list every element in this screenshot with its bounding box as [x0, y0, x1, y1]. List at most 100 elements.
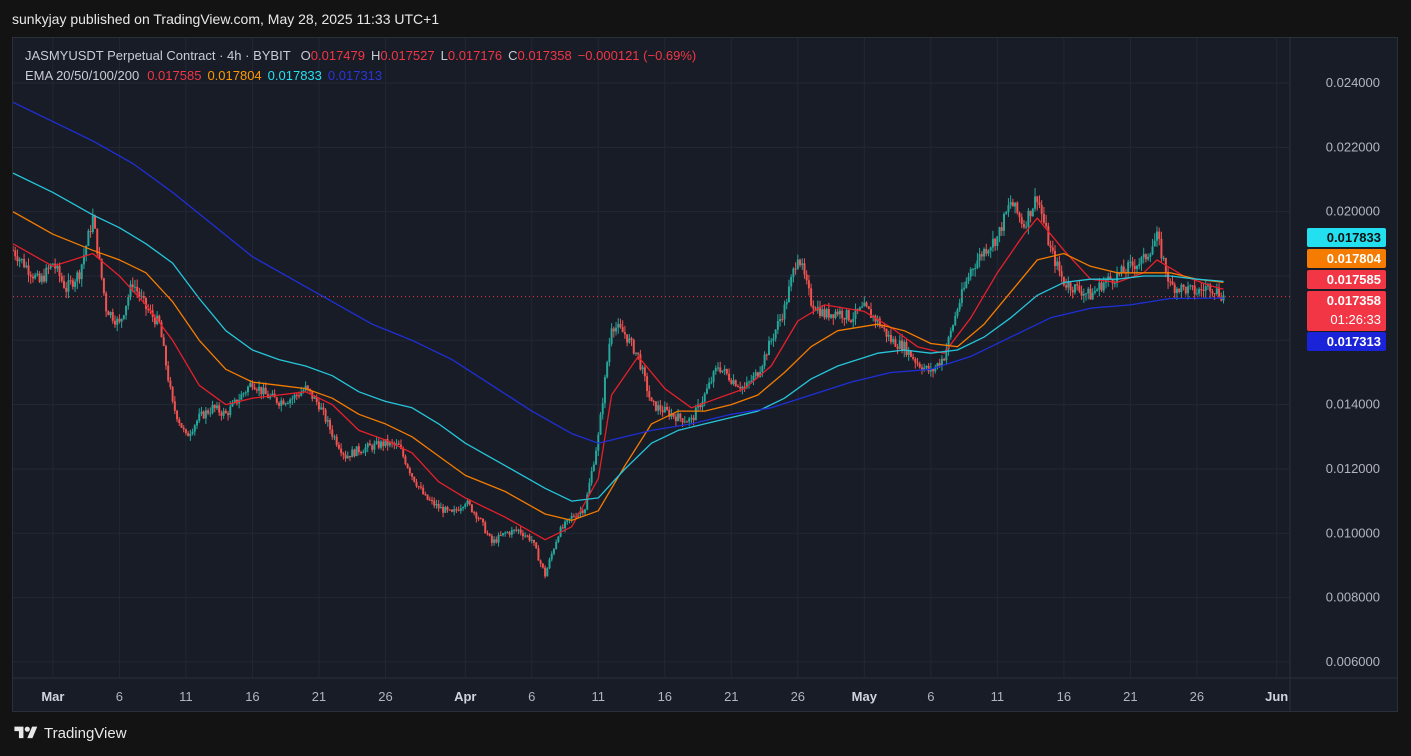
candle-body [324, 409, 327, 422]
candle-body [599, 414, 602, 435]
candle-body [1051, 247, 1054, 251]
candle-body [131, 284, 134, 288]
candle-body [289, 399, 292, 404]
chart-panel[interactable]: 0.024000 0.022000 0.020000 0.014000 0.012000… [12, 37, 1398, 712]
candle-body [838, 310, 841, 315]
candle-body [337, 444, 340, 449]
candle-body [180, 423, 183, 428]
candle-body [912, 356, 915, 359]
candle-body [501, 533, 504, 536]
candle-body [125, 305, 128, 316]
candle-body [985, 248, 988, 254]
candle-body [1215, 288, 1218, 294]
candle-body [783, 304, 786, 320]
candle-body [333, 436, 336, 438]
candle-body [940, 358, 943, 366]
candle-body [732, 380, 735, 384]
candle-body [322, 407, 325, 410]
candle-body [433, 500, 436, 506]
candle-body [357, 446, 360, 453]
symbol-title[interactable]: JASMYUSDT Perpetual Contract · 4h · BYBI… [25, 48, 291, 63]
high-value: 0.017527 [380, 48, 435, 63]
candle-body [355, 446, 358, 457]
candle-body [887, 334, 890, 337]
candle-body [1027, 210, 1030, 227]
price-scale-label: 0.017804 [1327, 251, 1382, 266]
candle-body [965, 281, 968, 288]
candle-body [1069, 282, 1072, 291]
candle-body [834, 311, 837, 318]
candle-body [138, 291, 141, 297]
candle-body [998, 227, 1001, 237]
candle-body [812, 305, 815, 309]
candle-body [1131, 261, 1134, 266]
candle-body [524, 535, 527, 537]
candle-body [996, 236, 999, 246]
candle-body [1025, 226, 1028, 228]
candle-body [761, 365, 764, 372]
candle-body [659, 405, 662, 411]
candle-body [905, 341, 908, 355]
candle-body [38, 273, 41, 282]
candle-body [648, 391, 651, 398]
candle-body [528, 535, 531, 541]
candle-body [974, 268, 977, 270]
candle-body [759, 371, 762, 377]
candle-body [530, 539, 533, 541]
candle-body [25, 265, 28, 268]
candle-body [499, 535, 502, 537]
x-tick-label: 26 [378, 689, 392, 704]
candle-body [1031, 208, 1034, 217]
candle-body [1118, 273, 1121, 275]
candle-body [196, 420, 199, 426]
candle-body [1198, 289, 1201, 294]
candle-body [342, 453, 345, 455]
candle-body [617, 324, 620, 328]
candle-body [836, 311, 839, 315]
ema100-value: 0.017833 [267, 68, 322, 83]
candle-body [136, 286, 139, 292]
candle-body [453, 509, 456, 512]
candle-body [960, 289, 963, 304]
price-chart[interactable]: 0.024000 0.022000 0.020000 0.014000 0.012000… [13, 38, 1397, 711]
ema-indicator-title[interactable]: EMA 20/50/100/200 [25, 68, 140, 83]
candle-body [1085, 293, 1088, 295]
candle-body [952, 325, 955, 331]
candle-body [568, 518, 571, 520]
candle-body [956, 309, 959, 316]
candle-body [916, 362, 919, 364]
x-tick-label: 11 [592, 689, 606, 704]
candle-body [40, 275, 43, 282]
candle-body [550, 553, 553, 560]
candle-body [200, 411, 203, 414]
candle-body [1089, 288, 1092, 300]
candle-body [692, 417, 695, 421]
candle-body [723, 368, 726, 371]
candle-body [244, 392, 247, 394]
candle-body [348, 455, 351, 458]
price-scale-label: 0.017358 [1327, 293, 1381, 308]
candle-body [850, 320, 853, 322]
candle-body [464, 504, 467, 508]
candle-body [790, 276, 793, 287]
y-tick-label: 0.010000 [1326, 525, 1380, 540]
candle-body [468, 500, 471, 505]
candle-body [439, 507, 442, 509]
footer-brand[interactable]: TradingView [14, 724, 127, 742]
candle-body [796, 259, 799, 269]
candle-body [253, 387, 256, 390]
candle-body [435, 504, 438, 506]
candle-body [861, 306, 864, 308]
candle-body [741, 386, 744, 389]
candle-body [43, 275, 46, 282]
candle-body [575, 516, 578, 518]
candle-body [360, 452, 363, 454]
candle-body [708, 382, 711, 389]
candle-body [109, 312, 112, 316]
candle-body [271, 393, 274, 396]
candle-body [260, 386, 263, 395]
candle-body [721, 370, 724, 373]
x-tick-label: Jun [1265, 689, 1288, 704]
candle-body [1080, 291, 1083, 296]
candle-body [102, 278, 105, 294]
